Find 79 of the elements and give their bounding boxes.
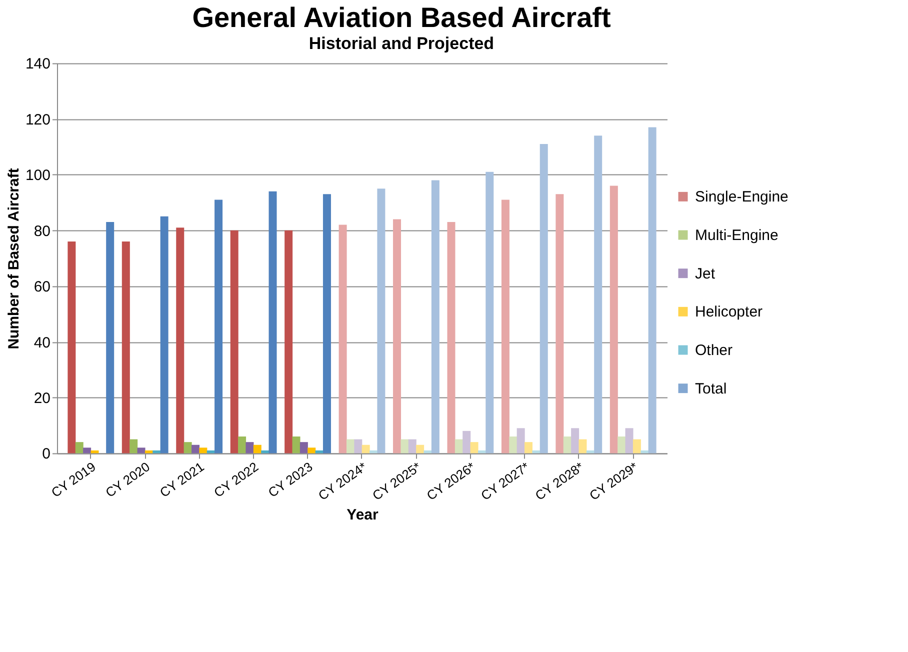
bar bbox=[68, 242, 76, 454]
bar bbox=[362, 444, 370, 454]
chart-subtitle: Historial and Projected bbox=[308, 34, 494, 54]
bar bbox=[292, 436, 300, 454]
bar bbox=[152, 450, 161, 454]
bar bbox=[556, 194, 564, 454]
bar bbox=[300, 442, 308, 454]
chart-title: General Aviation Based Aircraft bbox=[192, 2, 611, 34]
y-tick-label: 140 bbox=[25, 56, 50, 73]
y-axis-title: Number of Based Aircraft bbox=[5, 168, 22, 350]
y-tick-label: 120 bbox=[25, 111, 50, 128]
legend-label: Helicopter bbox=[695, 304, 763, 321]
bar bbox=[199, 448, 208, 454]
legend-label: Single-Engine bbox=[695, 188, 788, 206]
x-tick-label: CY 2021 bbox=[156, 459, 207, 500]
bar bbox=[610, 186, 618, 454]
bar bbox=[184, 442, 192, 454]
bar bbox=[377, 188, 386, 454]
bar bbox=[571, 428, 580, 454]
bar bbox=[75, 442, 84, 454]
x-tick-label: CY 2019 bbox=[48, 459, 98, 500]
bar bbox=[176, 228, 184, 454]
bar bbox=[532, 450, 540, 454]
y-tick-label: 60 bbox=[34, 278, 50, 296]
bar bbox=[454, 439, 463, 454]
bar bbox=[160, 216, 168, 454]
bar bbox=[230, 230, 238, 454]
bar bbox=[346, 439, 354, 454]
bar bbox=[540, 144, 548, 454]
bar bbox=[408, 439, 416, 454]
legend-label: Multi-Engine bbox=[695, 227, 778, 244]
bar bbox=[431, 180, 440, 454]
bar bbox=[393, 219, 402, 454]
bar bbox=[632, 439, 641, 454]
bar bbox=[424, 450, 432, 454]
y-tick-label: 80 bbox=[34, 222, 50, 240]
bar bbox=[322, 194, 331, 454]
bar bbox=[648, 127, 656, 454]
bar bbox=[578, 439, 587, 454]
bar bbox=[625, 428, 634, 454]
bar bbox=[338, 224, 347, 454]
bar bbox=[214, 200, 223, 454]
bar bbox=[268, 191, 277, 454]
legend-label: Other bbox=[695, 342, 733, 359]
legend-label: Total bbox=[695, 380, 727, 398]
y-tick-label: 100 bbox=[25, 167, 50, 184]
bar bbox=[238, 436, 246, 454]
bar bbox=[563, 436, 572, 454]
bar bbox=[253, 444, 262, 454]
legend-label: Jet bbox=[695, 265, 716, 282]
bar bbox=[501, 200, 510, 454]
bar bbox=[447, 222, 456, 454]
bar bbox=[83, 448, 92, 454]
bar bbox=[618, 436, 626, 454]
bar bbox=[486, 172, 494, 454]
bar bbox=[106, 222, 114, 454]
bar bbox=[640, 450, 649, 454]
y-tick-label: 40 bbox=[34, 334, 50, 352]
y-tick-label: 20 bbox=[34, 390, 50, 407]
y-tick-label: 0 bbox=[42, 446, 50, 463]
bar bbox=[594, 136, 602, 454]
bar bbox=[90, 450, 99, 454]
bar bbox=[130, 439, 138, 454]
bar bbox=[509, 436, 518, 454]
bar bbox=[191, 444, 200, 454]
bar bbox=[137, 448, 146, 454]
bar bbox=[516, 428, 525, 454]
bar bbox=[284, 230, 293, 454]
bar bbox=[524, 442, 533, 454]
bar bbox=[246, 442, 254, 454]
bar bbox=[261, 450, 270, 454]
bar bbox=[416, 444, 424, 454]
bar bbox=[122, 242, 130, 454]
bar bbox=[354, 439, 362, 454]
x-axis-title: Year bbox=[346, 506, 379, 524]
bar bbox=[308, 448, 316, 454]
bar bbox=[400, 439, 409, 454]
bar bbox=[462, 430, 471, 454]
bar bbox=[470, 442, 478, 454]
